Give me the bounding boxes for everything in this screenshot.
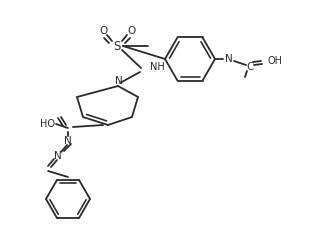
Text: N: N [64,136,72,146]
Text: C: C [246,62,254,72]
Text: O: O [127,26,135,36]
Text: N: N [225,54,233,64]
Text: O: O [99,26,107,36]
Text: OH: OH [267,56,282,66]
Text: N: N [115,76,123,86]
Text: N: N [54,151,62,161]
Text: HO: HO [40,119,55,129]
Text: S: S [113,40,121,52]
Text: NH: NH [150,62,165,72]
